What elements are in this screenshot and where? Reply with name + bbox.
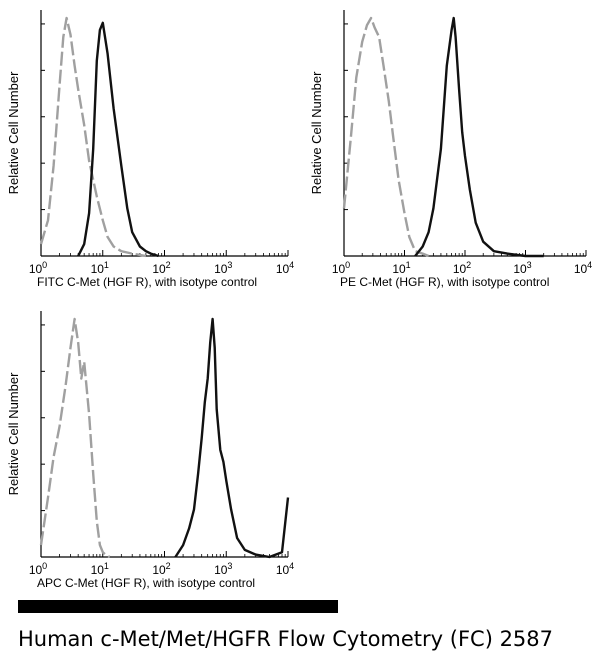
histogram-panel-2: 100 101 102 103 104 PE C-Met (HGF R), with is… [309, 10, 592, 289]
x-tick-label: 101 [392, 260, 410, 276]
x-tick-label: 100 [332, 260, 350, 276]
redaction-bar [18, 600, 338, 613]
y-axis-title: Relative Cell Number [6, 372, 21, 495]
isotype-histogram-line [39, 16, 147, 258]
x-tick-label: 103 [214, 260, 232, 276]
x-axis-title: PE C-Met (HGF R), with isotype control [340, 275, 549, 289]
x-tick-label: 101 [91, 561, 109, 577]
x-tick-label: 100 [29, 561, 47, 577]
x-axis-title: FITC C-Met (HGF R), with isotype control [37, 275, 257, 289]
y-axis-title: Relative Cell Number [6, 71, 21, 194]
x-tick-label: 102 [152, 561, 170, 577]
x-tick-label: 101 [91, 260, 109, 276]
stained-histogram-line [77, 21, 159, 258]
x-tick-label: 104 [574, 260, 592, 276]
x-tick-label: 100 [29, 260, 47, 276]
x-tick-label: 104 [276, 561, 294, 577]
x-tick-label: 104 [276, 260, 294, 276]
figure-caption: Human c-Met/Met/HGFR Flow Cytometry (FC)… [18, 627, 554, 651]
x-tick-label: 102 [152, 260, 170, 276]
x-tick-label: 103 [513, 260, 531, 276]
stained-histogram-line [414, 16, 544, 258]
histogram-panel-1: 100 101 102 103 104 FITC C-Met (HGF R), with … [6, 10, 294, 289]
stained-histogram-line [174, 317, 290, 559]
isotype-histogram-line [39, 317, 111, 559]
x-axis-title: APC C-Met (HGF R), with isotype control [37, 576, 255, 590]
x-tick-label: 103 [214, 561, 232, 577]
isotype-histogram-line [342, 16, 430, 258]
histogram-panel-3: 100 101 102 103 104 APC C-Met (HGF R), with i… [6, 311, 294, 590]
copyright-symbol: © [19, 598, 29, 613]
y-axis-title: Relative Cell Number [309, 71, 324, 194]
x-tick-label: 102 [453, 260, 471, 276]
